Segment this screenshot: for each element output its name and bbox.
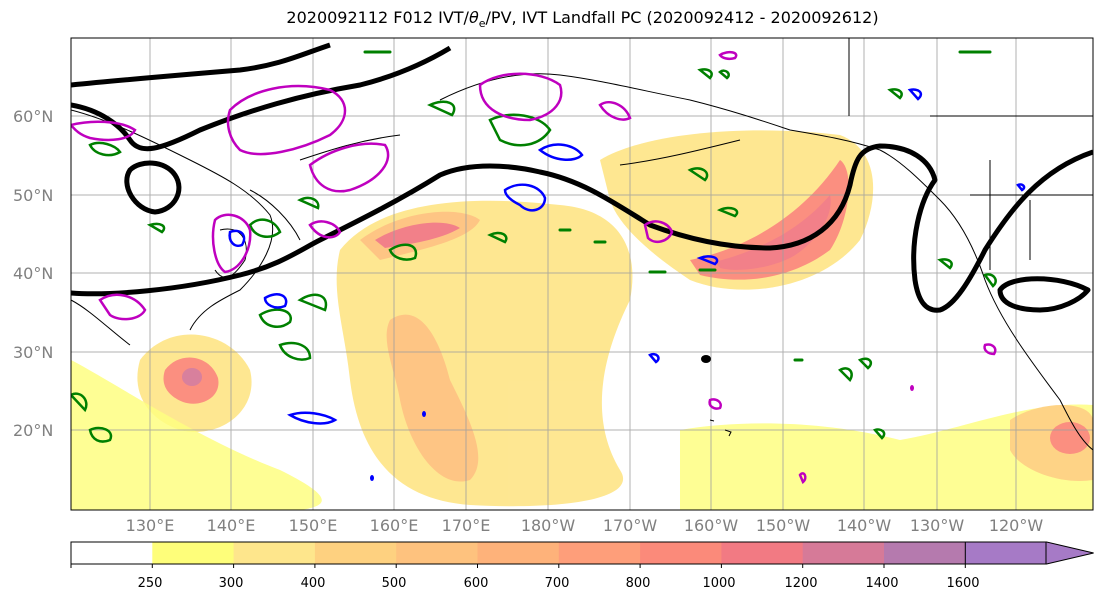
- colorbar-bin: [640, 542, 722, 564]
- title-prefix: 2020092112 F012 IVT/: [286, 8, 469, 27]
- theta-e-main: [71, 143, 1093, 313]
- colorbar-bin: [802, 542, 885, 564]
- colorbar-tick-label: 250: [137, 576, 163, 591]
- ivt-jet-north-core: [375, 222, 460, 248]
- ivt-west-low-center: [182, 368, 202, 386]
- colorbar-tick-label: 1000: [702, 576, 736, 591]
- figure-title: 2020092112 F012 IVT/θe/PV, IVT Landfall …: [0, 8, 1105, 30]
- ivt-west-pacific-band: [71, 360, 322, 510]
- map-content: [71, 38, 1093, 510]
- colorbar-bin: [152, 542, 235, 564]
- lon-label: 160°W: [683, 516, 739, 535]
- lon-label: 120°W: [988, 516, 1044, 535]
- colorbar: [70, 541, 1094, 568]
- colorbar-extend-arrow: [964, 541, 1094, 565]
- lon-label: 150°W: [755, 516, 811, 535]
- colorbar-tick-label: 500: [381, 576, 407, 591]
- lon-label: 130°W: [909, 516, 965, 535]
- lat-label: 50°N: [13, 186, 54, 205]
- colorbar-bin: [721, 542, 804, 564]
- map-frame: [70, 37, 1094, 511]
- colorbar-bin: [884, 542, 966, 564]
- misc-markers: [370, 355, 914, 481]
- colorbar-bin: [396, 542, 478, 564]
- colorbar-tick-label: 300: [218, 576, 244, 591]
- colorbar-tick-label: 1600: [946, 576, 980, 591]
- pv-green-contours: [71, 68, 997, 443]
- colorbar-bin: [314, 542, 397, 564]
- landfall-pc-contours: [71, 50, 997, 485]
- colorbar-frame: [70, 541, 1047, 565]
- lat-label: 60°N: [13, 107, 54, 126]
- lon-label: 130°E: [125, 516, 175, 535]
- title-suffix: /PV, IVT Landfall PC (2020092412 - 20200…: [485, 8, 879, 27]
- colorbar-bin: [477, 542, 560, 564]
- colorbar-bin: [558, 542, 641, 564]
- theta-e-contours: [71, 42, 1093, 313]
- pv-blue-contours: [228, 88, 1026, 425]
- colorbar-bin: [71, 542, 153, 564]
- ivt-east-low-core: [1050, 422, 1090, 454]
- colorbar-tick-label: 1200: [784, 576, 818, 591]
- lon-label: 180°W: [520, 516, 576, 535]
- lat-label: 30°N: [13, 343, 54, 362]
- lon-label: 160°E: [369, 516, 419, 535]
- ivt-ar-core: [690, 160, 849, 280]
- lat-label: 20°N: [13, 421, 54, 440]
- lon-label: 140°E: [206, 516, 256, 535]
- colorbar-bin: [233, 542, 316, 564]
- colorbar-tick-label: 1400: [865, 576, 899, 591]
- lon-label: 150°E: [288, 516, 338, 535]
- colorbar-tick-label: 600: [463, 576, 489, 591]
- coastlines: [71, 38, 1093, 451]
- colorbar-tick-label: 800: [625, 576, 651, 591]
- ivt-ar-center: [715, 195, 831, 270]
- title-theta: θe: [468, 8, 486, 31]
- pv-green-dashes: [363, 50, 992, 362]
- ivt-band-core: [386, 314, 479, 482]
- colorbar-tick-label: 700: [544, 576, 570, 591]
- lon-label: 140°W: [836, 516, 892, 535]
- theta-e-east-loop: [997, 276, 1091, 313]
- lon-label: 170°E: [441, 516, 491, 535]
- theta-e-north: [71, 42, 452, 152]
- colorbar-tick-label: 400: [300, 576, 326, 591]
- lat-label: 40°N: [13, 264, 54, 283]
- theta-e-loop: [124, 160, 182, 215]
- lon-label: 170°W: [602, 516, 658, 535]
